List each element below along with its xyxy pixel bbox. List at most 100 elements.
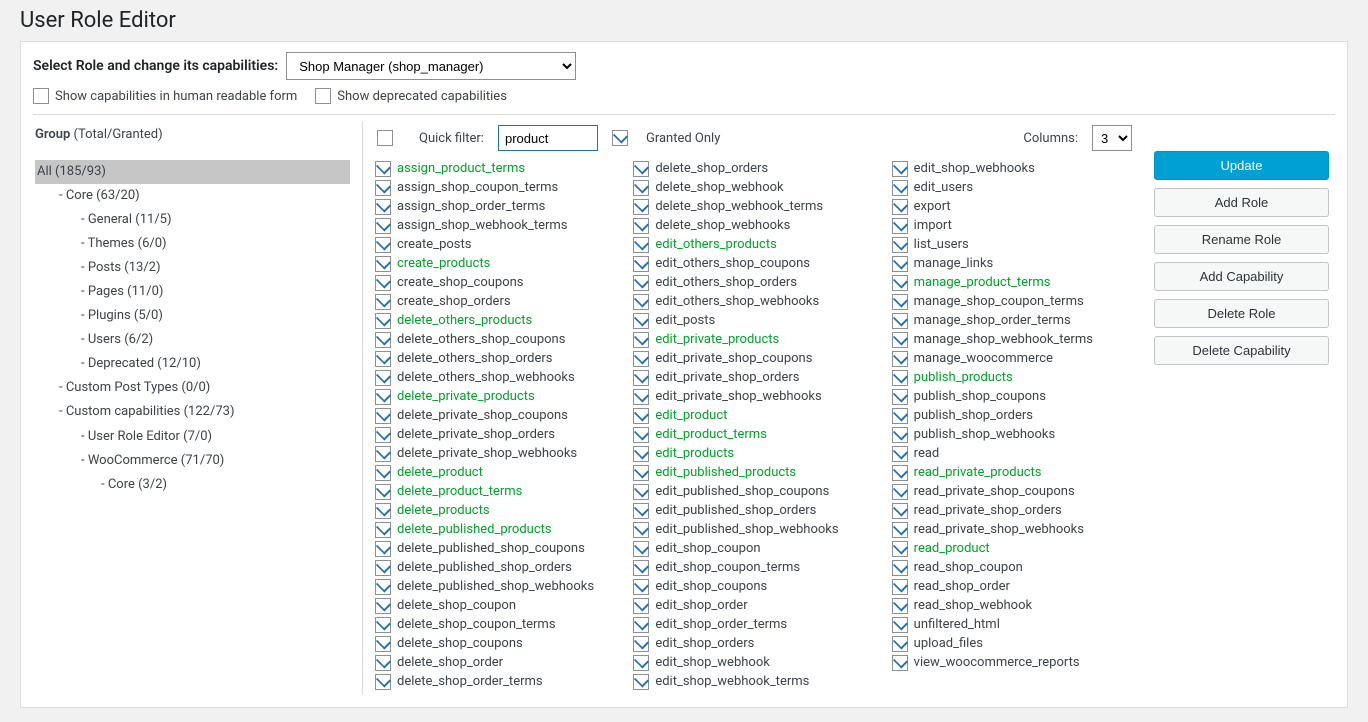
capability-checkbox[interactable]	[633, 161, 649, 177]
capability-checkbox[interactable]	[375, 256, 391, 272]
capability-item[interactable]: edit_published_shop_coupons	[633, 482, 867, 501]
capability-checkbox[interactable]	[892, 332, 908, 348]
capability-checkbox[interactable]	[375, 636, 391, 652]
capability-item[interactable]: create_products	[375, 254, 609, 273]
capability-checkbox[interactable]	[375, 370, 391, 386]
capability-checkbox[interactable]	[633, 389, 649, 405]
capability-checkbox[interactable]	[375, 598, 391, 614]
capability-item[interactable]: delete_others_shop_coupons	[375, 330, 609, 349]
capability-item[interactable]: assign_shop_coupon_terms	[375, 178, 609, 197]
capability-checkbox[interactable]	[375, 389, 391, 405]
capability-checkbox[interactable]	[892, 237, 908, 253]
capability-item[interactable]: edit_shop_order_terms	[633, 615, 867, 634]
capability-checkbox[interactable]	[633, 560, 649, 576]
capability-checkbox[interactable]	[892, 617, 908, 633]
capability-item[interactable]: manage_shop_webhook_terms	[892, 330, 1126, 349]
group-tree-node[interactable]: Custom Post Types (0/0)	[35, 376, 350, 400]
capability-item[interactable]: edit_shop_order	[633, 596, 867, 615]
capability-item[interactable]: edit_private_shop_coupons	[633, 349, 867, 368]
delete-role-button[interactable]: Delete Role	[1154, 299, 1329, 328]
capability-item[interactable]: unfiltered_html	[892, 615, 1126, 634]
capability-item[interactable]: read_private_shop_orders	[892, 501, 1126, 520]
capability-checkbox[interactable]	[375, 427, 391, 443]
capability-checkbox[interactable]	[375, 484, 391, 500]
capability-checkbox[interactable]	[633, 598, 649, 614]
capability-item[interactable]: delete_shop_coupon	[375, 596, 609, 615]
capability-checkbox[interactable]	[633, 275, 649, 291]
capability-checkbox[interactable]	[375, 674, 391, 690]
columns-select[interactable]: 3	[1092, 125, 1132, 151]
capability-item[interactable]: delete_product_terms	[375, 482, 609, 501]
capability-checkbox[interactable]	[892, 484, 908, 500]
capability-checkbox[interactable]	[892, 427, 908, 443]
capability-item[interactable]: edit_posts	[633, 311, 867, 330]
capability-item[interactable]: delete_products	[375, 501, 609, 520]
capability-checkbox[interactable]	[892, 598, 908, 614]
capability-item[interactable]: manage_shop_coupon_terms	[892, 292, 1126, 311]
capability-item[interactable]: create_shop_orders	[375, 292, 609, 311]
capability-checkbox[interactable]	[892, 275, 908, 291]
group-tree-node[interactable]: Users (6/2)	[35, 328, 350, 352]
group-tree-node[interactable]: General (11/5)	[35, 208, 350, 232]
capability-checkbox[interactable]	[633, 655, 649, 671]
capability-item[interactable]: delete_private_shop_coupons	[375, 406, 609, 425]
capability-item[interactable]: delete_shop_order	[375, 653, 609, 672]
capability-checkbox[interactable]	[633, 465, 649, 481]
group-tree-node[interactable]: Deprecated (12/10)	[35, 352, 350, 376]
capability-item[interactable]: edit_others_shop_webhooks	[633, 292, 867, 311]
add-capability-button[interactable]: Add Capability	[1154, 262, 1329, 291]
capability-item[interactable]: view_woocommerce_reports	[892, 653, 1126, 672]
capability-checkbox[interactable]	[633, 484, 649, 500]
group-tree-node[interactable]: Posts (13/2)	[35, 256, 350, 280]
capability-item[interactable]: upload_files	[892, 634, 1126, 653]
capability-item[interactable]: edit_products	[633, 444, 867, 463]
deprecated-option[interactable]: Show deprecated capabilities	[315, 88, 507, 104]
capability-checkbox[interactable]	[375, 313, 391, 329]
capability-checkbox[interactable]	[633, 180, 649, 196]
add-role-button[interactable]: Add Role	[1154, 188, 1329, 217]
capability-checkbox[interactable]	[633, 541, 649, 557]
capability-checkbox[interactable]	[633, 218, 649, 234]
group-tree-node[interactable]: Pages (11/0)	[35, 280, 350, 304]
capability-item[interactable]: assign_shop_order_terms	[375, 197, 609, 216]
capability-checkbox[interactable]	[375, 218, 391, 234]
capability-checkbox[interactable]	[892, 351, 908, 367]
capability-item[interactable]: delete_shop_webhook	[633, 178, 867, 197]
capability-checkbox[interactable]	[375, 617, 391, 633]
capability-checkbox[interactable]	[892, 522, 908, 538]
capability-item[interactable]: read_private_products	[892, 463, 1126, 482]
capability-item[interactable]: delete_shop_webhook_terms	[633, 197, 867, 216]
capability-checkbox[interactable]	[375, 579, 391, 595]
capability-checkbox[interactable]	[633, 674, 649, 690]
capability-item[interactable]: edit_others_products	[633, 235, 867, 254]
capability-checkbox[interactable]	[633, 617, 649, 633]
human-readable-checkbox[interactable]	[33, 88, 49, 104]
capability-checkbox[interactable]	[375, 465, 391, 481]
capability-checkbox[interactable]	[375, 560, 391, 576]
capability-item[interactable]: edit_shop_webhook	[633, 653, 867, 672]
capability-item[interactable]: delete_shop_webhooks	[633, 216, 867, 235]
capability-checkbox[interactable]	[633, 370, 649, 386]
capability-item[interactable]: delete_published_shop_webhooks	[375, 577, 609, 596]
capability-item[interactable]: delete_private_shop_orders	[375, 425, 609, 444]
capability-item[interactable]: delete_shop_order_terms	[375, 672, 609, 691]
capability-checkbox[interactable]	[892, 199, 908, 215]
capability-item[interactable]: read_private_shop_coupons	[892, 482, 1126, 501]
capability-checkbox[interactable]	[633, 332, 649, 348]
capability-item[interactable]: delete_published_shop_coupons	[375, 539, 609, 558]
capability-checkbox[interactable]	[633, 522, 649, 538]
group-tree-node[interactable]: Core (63/20)	[35, 184, 350, 208]
capability-checkbox[interactable]	[892, 408, 908, 424]
role-select[interactable]: Shop Manager (shop_manager)	[286, 52, 576, 80]
capability-item[interactable]: list_users	[892, 235, 1126, 254]
capability-checkbox[interactable]	[892, 655, 908, 671]
capability-item[interactable]: delete_shop_orders	[633, 159, 867, 178]
capability-item[interactable]: manage_shop_order_terms	[892, 311, 1126, 330]
capability-item[interactable]: delete_product	[375, 463, 609, 482]
capability-item[interactable]: edit_private_shop_orders	[633, 368, 867, 387]
capability-checkbox[interactable]	[633, 579, 649, 595]
granted-only-checkbox[interactable]	[612, 130, 628, 146]
capability-checkbox[interactable]	[892, 579, 908, 595]
capability-checkbox[interactable]	[633, 636, 649, 652]
capability-checkbox[interactable]	[375, 237, 391, 253]
